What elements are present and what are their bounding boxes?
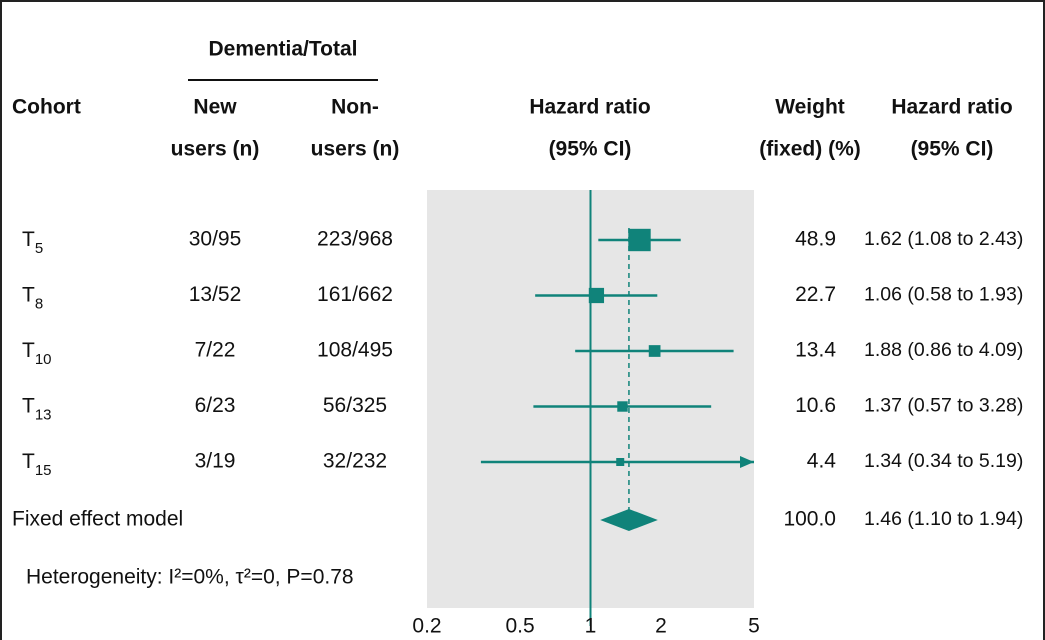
ci-label: 1.34 (0.34 to 5.19) <box>864 450 1023 472</box>
new-users: 30/95 <box>189 228 242 251</box>
cohort-subscript: 8 <box>35 295 43 312</box>
hr-square <box>588 287 605 304</box>
non-users-header: users (n) <box>311 138 400 161</box>
pooled-ci: 1.46 (1.10 to 1.94) <box>864 508 1023 530</box>
weight: 48.9 <box>795 228 836 251</box>
weight: 22.7 <box>795 283 836 306</box>
cohort-base: T <box>22 339 35 362</box>
hr-square <box>648 345 661 357</box>
ci-header: Hazard ratio <box>891 96 1012 119</box>
non-users: 108/495 <box>317 339 393 362</box>
cohort-base: T <box>22 283 35 306</box>
non-users-header: Non- <box>331 96 379 119</box>
x-tick-label: 2 <box>655 615 667 638</box>
ci-label: 1.88 (0.86 to 4.09) <box>864 339 1023 361</box>
heterogeneity: Heterogeneity: I²=0%, τ²=0, P=0.78 <box>26 566 354 589</box>
new-users: 7/22 <box>195 339 236 362</box>
non-users: 56/325 <box>323 394 387 417</box>
ci-label: 1.37 (0.57 to 3.28) <box>864 395 1023 417</box>
cohort-label: T8 <box>22 283 43 312</box>
weight: 4.4 <box>807 450 837 473</box>
cohort-label: T10 <box>22 339 52 368</box>
non-users: 161/662 <box>317 283 393 306</box>
hr-square <box>628 228 651 252</box>
ci-label: 1.62 (1.08 to 2.43) <box>864 228 1023 250</box>
cohort-label: T15 <box>22 450 52 479</box>
plot-area <box>480 228 754 531</box>
cohort-subscript: 13 <box>35 406 52 423</box>
cohort-header: Cohort <box>12 96 81 119</box>
non-users: 223/968 <box>317 228 393 251</box>
x-tick-label: 0.5 <box>505 615 534 638</box>
hr-square <box>616 458 625 466</box>
cohort-base: T <box>22 394 35 417</box>
ci-label: 1.06 (0.58 to 1.93) <box>864 284 1023 306</box>
pooled-diamond <box>600 509 658 531</box>
new-users-header: New <box>193 96 237 119</box>
pooled-label: Fixed effect model <box>12 508 183 531</box>
cohort-base: T <box>22 228 35 251</box>
new-users: 13/52 <box>189 283 242 306</box>
weight-header: (fixed) (%) <box>759 138 861 161</box>
plot-header: Hazard ratio <box>529 96 650 119</box>
x-tick-label: 1 <box>585 615 597 638</box>
new-users-header: users (n) <box>171 138 260 161</box>
pooled-weight: 100.0 <box>783 508 836 531</box>
ci-arrow <box>740 456 754 468</box>
weight: 13.4 <box>795 339 836 362</box>
cohort-label: T5 <box>22 228 43 257</box>
non-users: 32/232 <box>323 450 387 473</box>
cohort-subscript: 10 <box>35 351 52 368</box>
group-header: Dementia/Total <box>209 38 358 61</box>
weight: 10.6 <box>795 394 836 417</box>
x-tick-label: 0.2 <box>412 615 441 638</box>
x-tick-label: 5 <box>748 615 760 638</box>
ci-header: (95% CI) <box>911 138 994 161</box>
cohort-subscript: 15 <box>35 462 52 479</box>
cohort-label: T13 <box>22 394 52 423</box>
hr-square <box>617 401 628 412</box>
weight-header: Weight <box>775 96 845 119</box>
cohort-base: T <box>22 450 35 473</box>
new-users: 6/23 <box>195 394 236 417</box>
cohort-subscript: 5 <box>35 240 43 257</box>
new-users: 3/19 <box>195 450 236 473</box>
plot-header: (95% CI) <box>549 138 632 161</box>
